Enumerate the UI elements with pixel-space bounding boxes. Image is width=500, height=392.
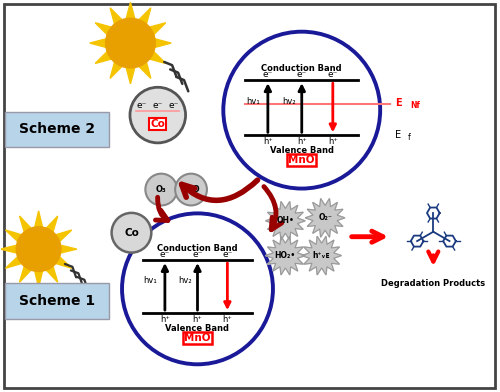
Text: e⁻: e⁻ (136, 101, 147, 110)
FancyBboxPatch shape (5, 112, 109, 147)
Polygon shape (46, 216, 58, 232)
Polygon shape (110, 62, 122, 78)
Polygon shape (56, 230, 72, 241)
Text: OH•: OH• (276, 216, 294, 225)
Polygon shape (60, 245, 77, 253)
Polygon shape (305, 198, 345, 237)
Text: hv₂: hv₂ (282, 97, 296, 106)
Circle shape (224, 32, 380, 189)
Polygon shape (34, 211, 42, 227)
Polygon shape (34, 271, 42, 287)
Text: e⁻: e⁻ (168, 101, 179, 110)
Text: e⁻: e⁻ (160, 250, 170, 259)
Polygon shape (6, 230, 22, 241)
Text: h⁺: h⁺ (160, 315, 170, 324)
Text: h⁺: h⁺ (263, 137, 273, 146)
Text: h⁺ᵥᴇ: h⁺ᵥᴇ (312, 251, 330, 260)
Text: MnO: MnO (184, 333, 210, 343)
Text: hv₂: hv₂ (178, 276, 192, 285)
Text: e⁻: e⁻ (152, 101, 163, 110)
Text: f: f (408, 133, 410, 142)
Text: hv₁: hv₁ (246, 97, 260, 106)
Text: Scheme 1: Scheme 1 (19, 294, 95, 308)
Polygon shape (266, 236, 305, 275)
Polygon shape (110, 8, 122, 24)
Text: MnO: MnO (288, 155, 315, 165)
FancyBboxPatch shape (4, 4, 496, 388)
Text: Degradation Products: Degradation Products (381, 279, 486, 288)
Text: H₂O: H₂O (182, 185, 200, 194)
Polygon shape (302, 236, 342, 275)
Circle shape (16, 227, 61, 272)
Circle shape (112, 213, 152, 252)
Text: e⁻: e⁻ (328, 70, 338, 79)
Polygon shape (95, 52, 112, 64)
Text: e⁻: e⁻ (262, 70, 273, 79)
Polygon shape (95, 23, 112, 34)
Text: h⁺: h⁺ (192, 315, 202, 324)
Text: Co: Co (150, 119, 165, 129)
Text: h⁺: h⁺ (222, 315, 232, 324)
Text: Valence Band: Valence Band (166, 324, 230, 333)
Text: e⁻: e⁻ (222, 250, 232, 259)
Polygon shape (126, 67, 135, 84)
Text: e⁻: e⁻ (296, 70, 307, 79)
Text: Nf: Nf (410, 101, 420, 110)
FancyBboxPatch shape (5, 283, 109, 319)
Text: hv₁: hv₁ (144, 276, 158, 285)
Polygon shape (150, 52, 166, 64)
Polygon shape (266, 201, 305, 240)
Polygon shape (90, 39, 106, 47)
Circle shape (175, 174, 207, 205)
Polygon shape (20, 266, 31, 282)
Text: O₂⁻: O₂⁻ (318, 213, 332, 222)
Circle shape (146, 174, 177, 205)
Circle shape (130, 87, 186, 143)
Text: HO₂•: HO₂• (274, 251, 296, 260)
Polygon shape (126, 2, 135, 19)
Polygon shape (150, 23, 166, 34)
Polygon shape (20, 216, 31, 232)
Polygon shape (46, 266, 58, 282)
Polygon shape (155, 39, 171, 47)
Polygon shape (56, 257, 72, 268)
Polygon shape (139, 62, 151, 78)
Text: Co: Co (124, 228, 139, 238)
Text: E: E (396, 130, 402, 140)
Text: h⁺: h⁺ (297, 137, 306, 146)
Polygon shape (6, 257, 22, 268)
Text: Scheme 2: Scheme 2 (19, 122, 95, 136)
Text: Conduction Band: Conduction Band (262, 64, 342, 73)
Polygon shape (139, 8, 151, 24)
Text: e⁻: e⁻ (192, 250, 202, 259)
Circle shape (106, 18, 156, 68)
Polygon shape (0, 245, 16, 253)
Text: E: E (396, 98, 402, 108)
Text: Conduction Band: Conduction Band (157, 244, 238, 253)
Text: h⁺: h⁺ (328, 137, 338, 146)
Text: O₃: O₃ (156, 185, 166, 194)
Circle shape (122, 213, 273, 364)
Text: Valence Band: Valence Band (270, 146, 334, 155)
